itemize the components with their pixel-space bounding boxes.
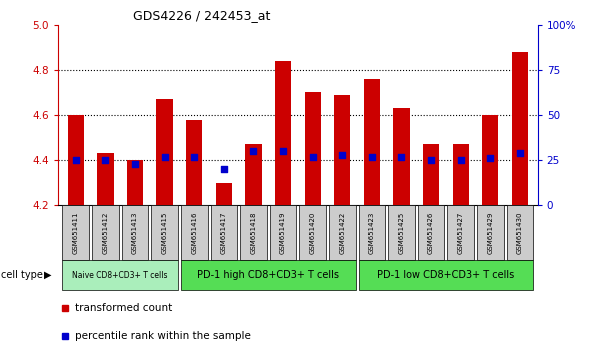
Bar [275,61,291,205]
Point [278,148,288,154]
Text: GSM651423: GSM651423 [369,212,375,254]
Bar [181,260,356,290]
Bar [477,205,503,260]
Bar [127,160,143,205]
Text: GSM651415: GSM651415 [162,212,167,254]
Bar [482,115,499,205]
Text: percentile rank within the sample: percentile rank within the sample [75,331,251,341]
Point [515,150,525,156]
Bar [299,205,326,260]
Bar [423,144,439,205]
Bar [152,205,178,260]
Point [367,154,377,159]
Point [337,152,347,158]
Point [101,157,111,163]
Text: GSM651422: GSM651422 [339,212,345,254]
Point [397,154,406,159]
Text: PD-1 high CD8+CD3+ T cells: PD-1 high CD8+CD3+ T cells [197,270,339,280]
Text: GSM651418: GSM651418 [251,211,257,254]
Text: cell type: cell type [1,270,43,280]
Bar [359,205,385,260]
Bar [512,52,528,205]
Bar [216,183,232,205]
Bar [92,205,119,260]
Point [485,155,495,161]
Bar [181,205,208,260]
Point [130,161,140,167]
Bar [447,205,474,260]
Bar [186,120,202,205]
Point [219,166,229,172]
Text: ▶: ▶ [44,270,51,280]
Text: GSM651426: GSM651426 [428,212,434,254]
Text: GSM651412: GSM651412 [103,212,108,254]
Bar [334,95,351,205]
Point [189,154,199,159]
Bar [304,92,321,205]
Bar [156,99,173,205]
Point [159,154,169,159]
Bar [97,153,114,205]
Text: GSM651420: GSM651420 [310,212,316,254]
Bar [393,108,409,205]
Text: GSM651429: GSM651429 [488,212,493,254]
Point [426,157,436,163]
Text: GSM651425: GSM651425 [398,212,404,254]
Text: GSM651430: GSM651430 [517,211,523,254]
Bar [245,144,262,205]
Bar [68,115,84,205]
Bar [418,205,444,260]
Point [71,157,81,163]
Text: transformed count: transformed count [75,303,172,313]
Bar [122,205,148,260]
Text: GSM651411: GSM651411 [73,211,79,254]
Text: Naive CD8+CD3+ T cells: Naive CD8+CD3+ T cells [73,271,168,280]
Point [249,148,258,154]
Text: GDS4226 / 242453_at: GDS4226 / 242453_at [133,9,271,22]
Point [456,157,466,163]
Bar [388,205,415,260]
Bar [507,205,533,260]
Text: GSM651417: GSM651417 [221,211,227,254]
Text: GSM651413: GSM651413 [132,211,138,254]
Bar [240,205,267,260]
Point [308,154,318,159]
Bar [364,79,380,205]
Bar [329,205,356,260]
Text: GSM651416: GSM651416 [191,211,197,254]
Text: PD-1 low CD8+CD3+ T cells: PD-1 low CD8+CD3+ T cells [377,270,514,280]
Bar [269,205,296,260]
Bar [211,205,237,260]
Text: GSM651419: GSM651419 [280,211,286,254]
Bar [62,205,89,260]
Bar [62,260,178,290]
Text: GSM651427: GSM651427 [458,212,464,254]
Bar [359,260,533,290]
Bar [453,144,469,205]
